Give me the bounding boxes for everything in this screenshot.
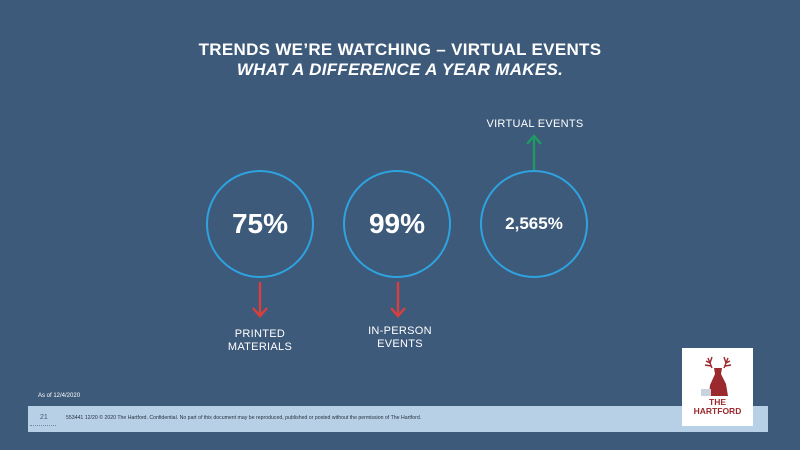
footer-band: 21 553441 12/20 © 2020 The Hartford. Con… xyxy=(28,406,768,432)
page-number-divider xyxy=(30,425,56,426)
printed-materials-label: PRINTED MATERIALS xyxy=(227,328,293,353)
slide-title: TRENDS WE’RE WATCHING – VIRTUAL EVENTS xyxy=(198,40,602,59)
virtual-events-stat-circle: 2,565% xyxy=(480,170,588,278)
hartford-logo: THE HARTFORD xyxy=(682,348,753,426)
arrow-down-icon xyxy=(390,282,406,318)
virtual-events-label: VIRTUAL EVENTS xyxy=(486,118,584,130)
stag-icon xyxy=(701,356,732,396)
in-person-events-label: IN-PERSON EVENTS xyxy=(368,325,432,350)
page-number: 21 xyxy=(40,414,48,421)
logo-the-text: THE xyxy=(709,397,726,407)
arrow-down-icon xyxy=(252,282,268,318)
logo-name-text: HARTFORD xyxy=(693,406,742,416)
footer-disclaimer: 553441 12/20 © 2020 The Hartford. Confid… xyxy=(66,415,422,421)
arrow-up-icon xyxy=(526,134,542,170)
slide-subtitle: WHAT A DIFFERENCE A YEAR MAKES. xyxy=(236,60,564,79)
virtual-events-value: 2,565% xyxy=(505,214,563,233)
in-person-events-value: 99% xyxy=(368,208,426,239)
as-of-date: As of 12/4/2020 xyxy=(38,393,81,399)
printed-materials-stat-circle: 75% xyxy=(206,170,314,278)
printed-materials-value: 75% xyxy=(231,208,289,239)
in-person-events-stat-circle: 99% xyxy=(343,170,451,278)
